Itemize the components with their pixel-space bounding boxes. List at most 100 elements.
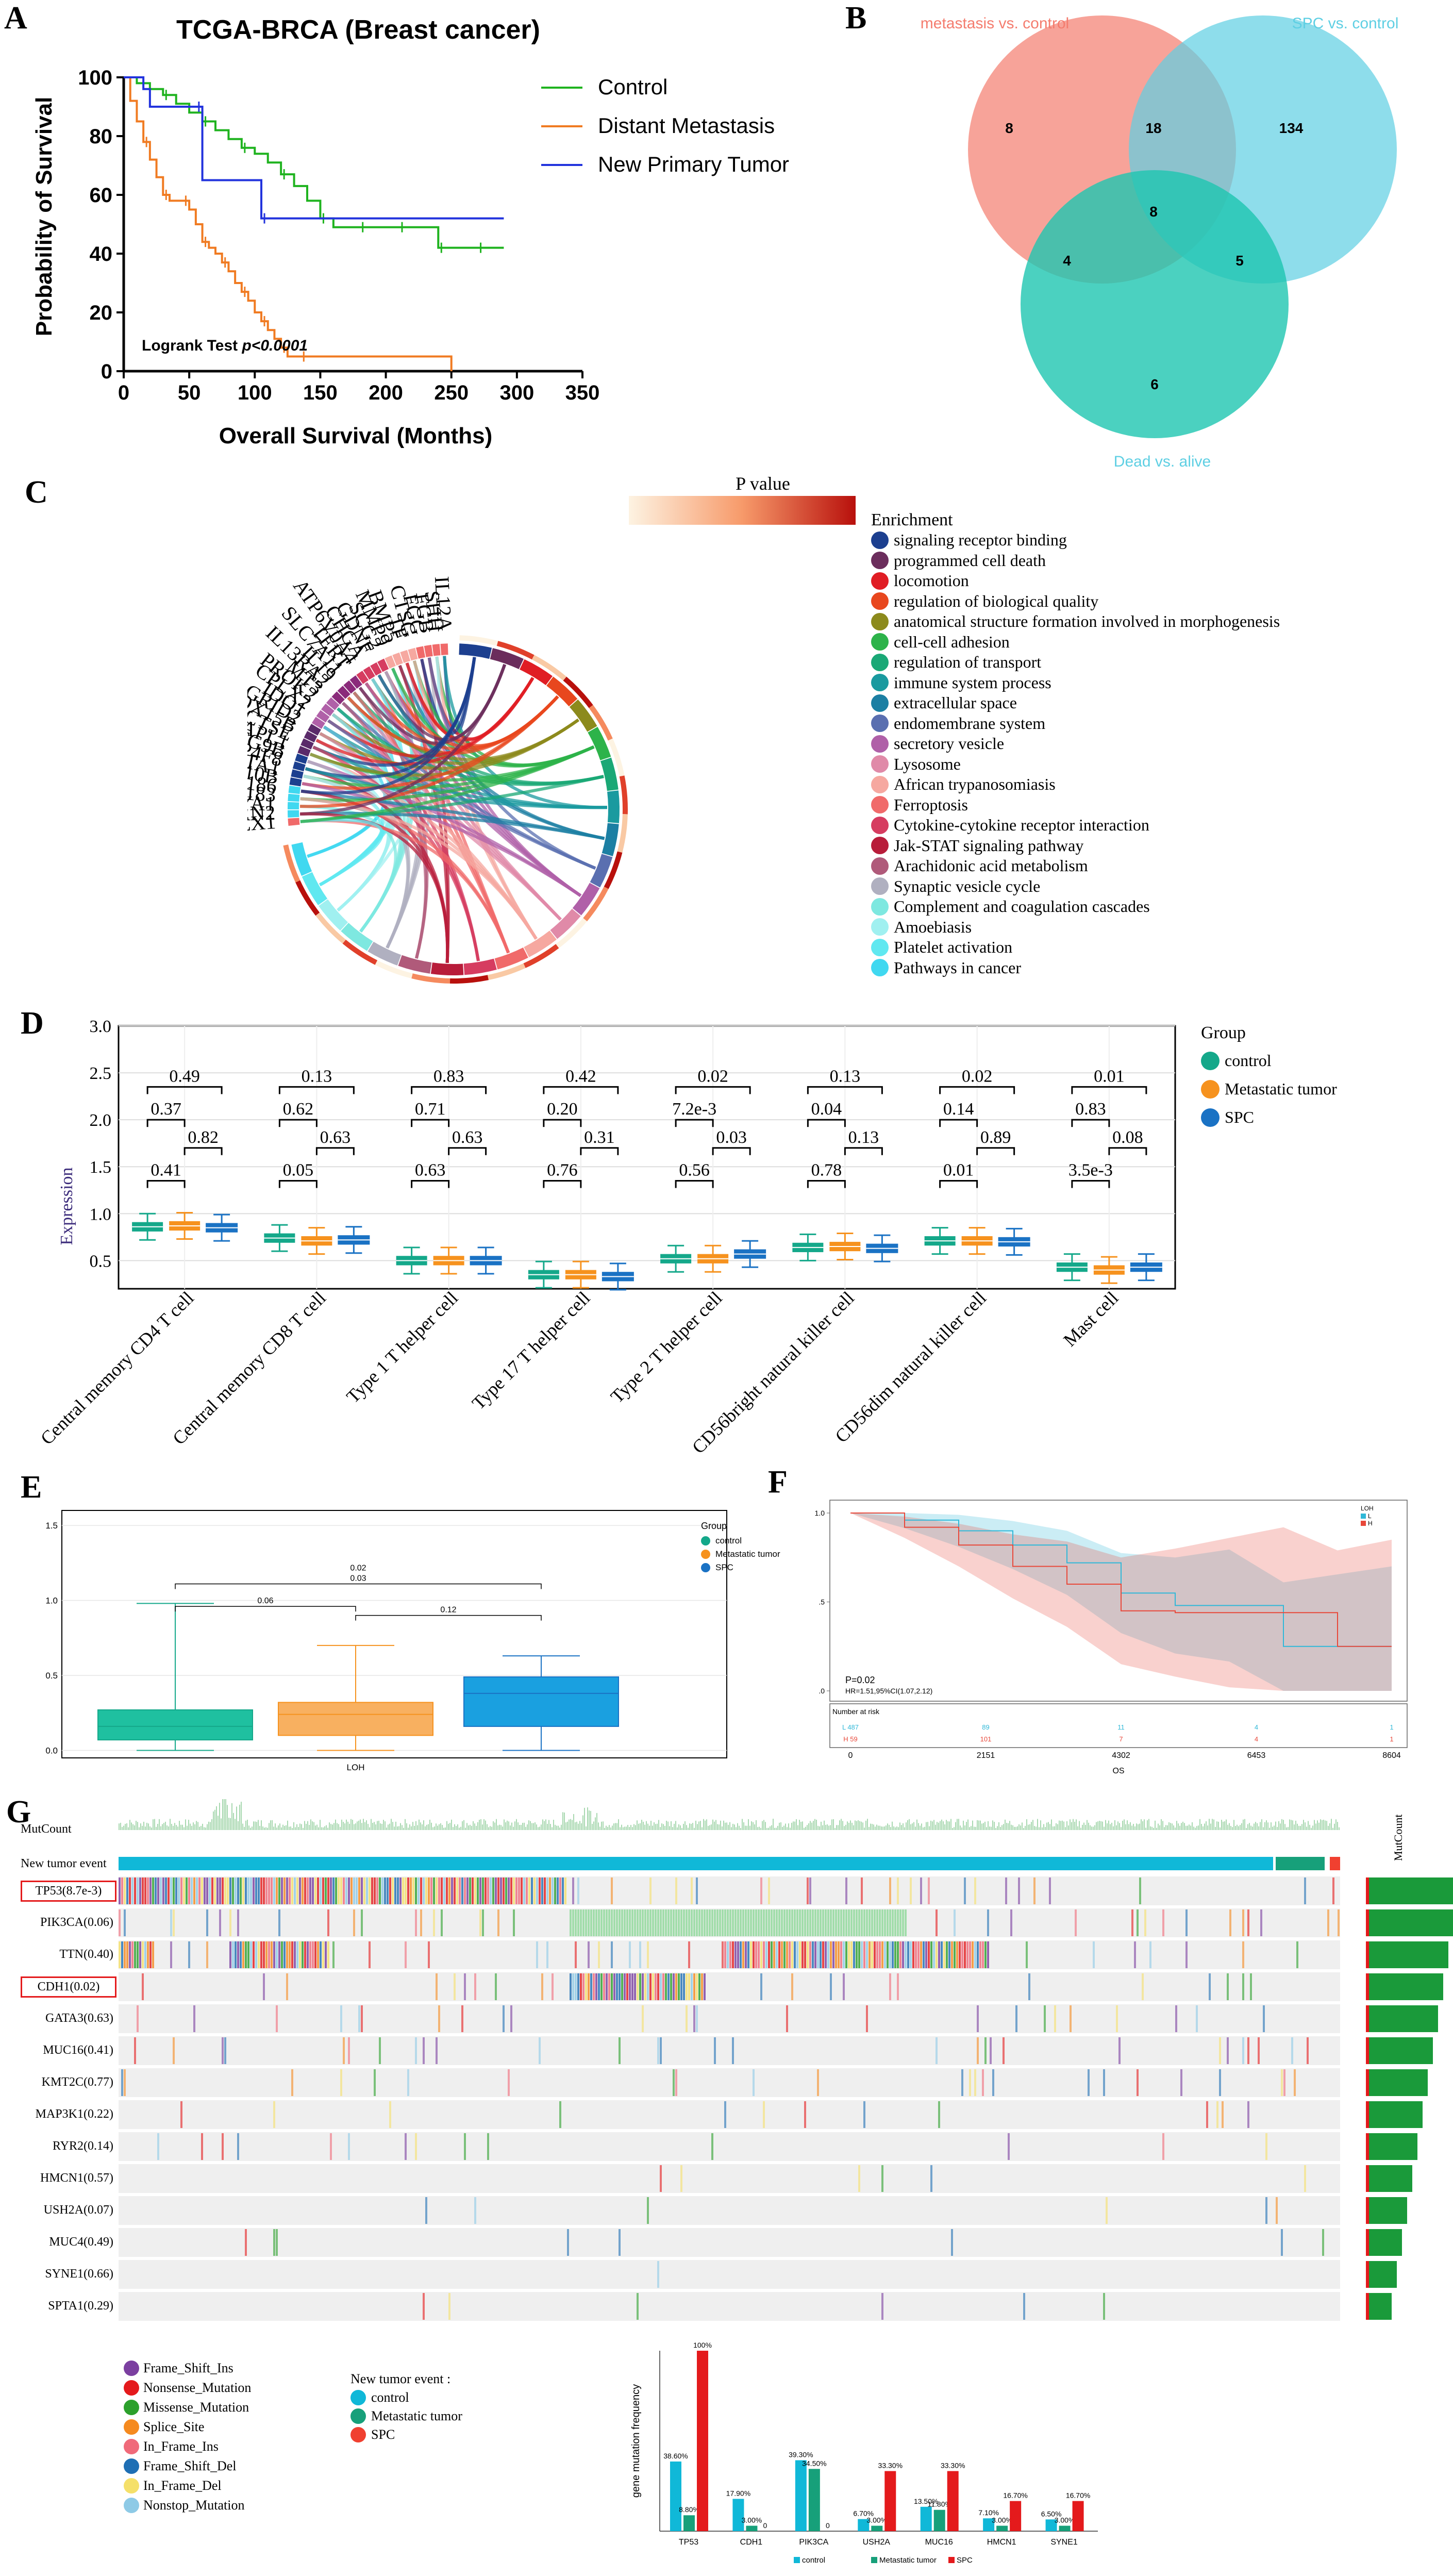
mutation-cell [814, 1941, 816, 1968]
mutation-cell [686, 2005, 688, 2032]
mutcount-bar [187, 1825, 188, 1830]
mutation-cell [325, 1877, 327, 1904]
mutation-cell [291, 2069, 293, 2096]
mutation-cell [188, 1941, 190, 1968]
mutation-cell [1304, 1877, 1306, 1904]
mutation-cell [508, 1877, 510, 1904]
mutation-cell [278, 1941, 280, 1968]
mutation-cell [691, 1973, 693, 2000]
term-arc [341, 923, 373, 951]
mutation-cell [296, 1941, 298, 1968]
mutation-cell [206, 1877, 208, 1904]
mutcount-bar [1317, 1820, 1318, 1830]
mutation-cell [253, 1941, 255, 1968]
mutation-cell [348, 1877, 350, 1904]
mutation-cell [884, 1909, 886, 1936]
mutation-cell [961, 2069, 963, 2096]
mutcount-bar [346, 1819, 347, 1830]
mutation-cell [959, 1941, 961, 1968]
mutation-cell [874, 1909, 876, 1936]
sig-bracket [580, 1147, 619, 1155]
mutation-cell [930, 2165, 932, 2192]
p-value-label: 0.31 [584, 1128, 615, 1147]
mutcount-bar [1195, 1827, 1196, 1830]
mutcount-bar [332, 1824, 333, 1830]
mutcount-bar [774, 1827, 775, 1830]
mutcount-bar [1192, 1822, 1193, 1830]
mutcount-bar [1288, 1827, 1289, 1830]
mutation-cell [206, 1941, 208, 1968]
mutcount-bar [1260, 1822, 1261, 1830]
mutation-cell [206, 1909, 208, 1936]
mutation-cell [235, 1877, 237, 1904]
mutcount-bar [1022, 1822, 1023, 1830]
mutation-cell [528, 1877, 530, 1904]
mutcount-bar [1111, 1822, 1112, 1830]
mutation-cell [987, 1909, 989, 1936]
mutcount-bar [1122, 1820, 1123, 1830]
mutcount-bar [650, 1820, 652, 1830]
mutcount-bar [422, 1824, 423, 1830]
mutation-type-item: In_Frame_Del [124, 2476, 251, 2496]
mutation-cell [928, 1877, 930, 1904]
mutcount-bar [519, 1824, 520, 1830]
mutcount-bar [165, 1821, 166, 1830]
mutation-cell [1075, 1909, 1077, 1936]
mutation-cell [415, 2037, 417, 2064]
mutcount-bar [156, 1826, 157, 1830]
mutcount-bar [684, 1821, 686, 1830]
mutcount-bar [159, 1819, 160, 1830]
mutation-cell [974, 1877, 976, 1904]
mutcount-bar [329, 1822, 330, 1830]
mutation-cell [137, 2005, 139, 2032]
mutcount-bar [654, 1822, 655, 1830]
mutation-cell [760, 1941, 762, 1968]
mutcount-bar [618, 1819, 619, 1830]
dot-icon [124, 2400, 139, 2415]
mutation-cell [804, 1941, 806, 1968]
mutcount-bar [1189, 1824, 1190, 1830]
bar-value-label: 6.70% [853, 2509, 874, 2518]
sig-bracket [175, 1606, 356, 1612]
pvalue-ring-segment [589, 705, 613, 741]
sig-bracket [146, 1086, 223, 1094]
mutation-cell [521, 1877, 523, 1904]
mutation-cell [1093, 1941, 1095, 1968]
mutation-cell [693, 2005, 695, 2032]
bar-legend-label: control [802, 2556, 825, 2565]
mutcount-bar [1040, 1820, 1041, 1830]
mutcount-bar [235, 1819, 236, 1830]
gene-arc [288, 810, 299, 818]
mutation-cell [399, 1877, 402, 1904]
mutcount-bar [794, 1821, 795, 1830]
mutation-cell [783, 1941, 786, 1968]
mutcount-bar [838, 1825, 839, 1830]
mutation-cell [631, 1973, 633, 2000]
mutcount-bar [344, 1823, 345, 1830]
mutation-cell [655, 1909, 657, 1936]
mutation-cell [678, 1909, 680, 1936]
enrichment-term: Jak-STAT signaling pathway [871, 836, 1280, 856]
gene-row-bg [119, 2132, 1340, 2161]
mutcount-bar [516, 1819, 517, 1830]
mutcount-bar [497, 1825, 498, 1830]
mutcount-bar [204, 1827, 205, 1830]
mutation-cell [667, 1909, 670, 1936]
mutation-cell [734, 1909, 737, 1936]
mutation-cell [258, 1941, 260, 1968]
mutcount-bar [933, 1820, 934, 1830]
mutcount-bar [1267, 1822, 1268, 1830]
term-arc [546, 676, 578, 707]
risk-l: L 487 [842, 1723, 859, 1731]
mutation-cell [1265, 2197, 1267, 2224]
mutcount-bar [1257, 1823, 1258, 1830]
mutation-cell [1185, 1909, 1188, 1936]
gene-arc [363, 666, 375, 680]
mutcount-bar [423, 1820, 424, 1830]
mutation-cell [237, 1877, 239, 1904]
mutation-cell [1216, 2101, 1218, 2128]
mutcount-bar [787, 1827, 788, 1830]
mutcount-bar [426, 1824, 427, 1830]
gene-count-bar [1366, 2165, 1412, 2192]
mutcount-bar [643, 1821, 644, 1830]
